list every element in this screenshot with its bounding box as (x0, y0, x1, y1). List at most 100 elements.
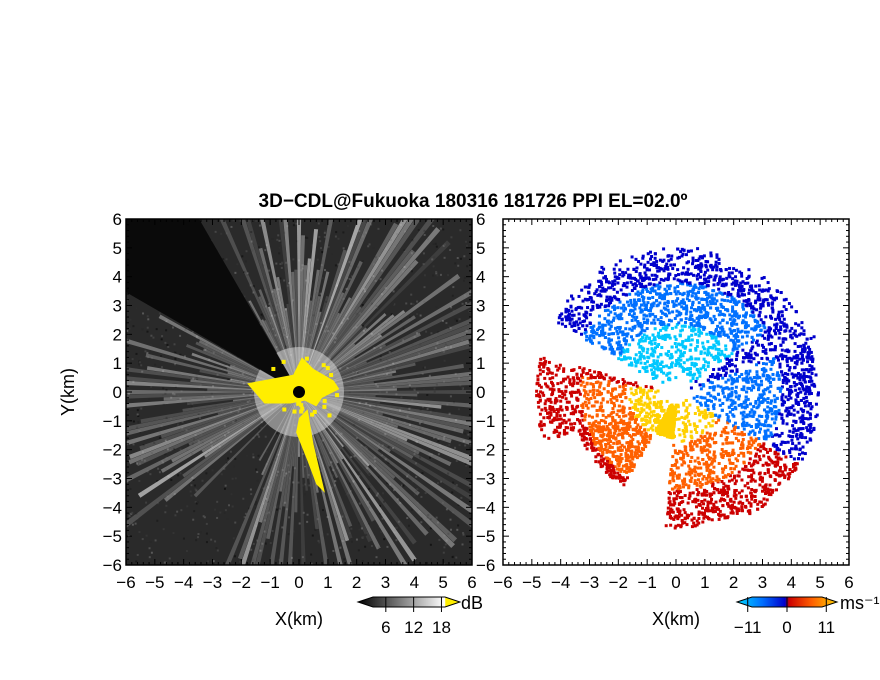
reflectivity-noise-pixel (165, 329, 168, 332)
velocity-pixel (673, 317, 677, 321)
velocity-pixel (553, 401, 557, 405)
velocity-pixel (693, 362, 697, 366)
velocity-pixel (694, 357, 698, 361)
velocity-pixel (718, 509, 722, 513)
reflectivity-beam (240, 392, 299, 565)
velocity-pixel (700, 284, 704, 288)
velocity-pixel (654, 315, 658, 319)
velocity-pixel (586, 376, 590, 380)
velocity-pixel (640, 328, 644, 332)
velocity-pixel (628, 433, 632, 437)
velocity-pixel (783, 441, 787, 445)
velocity-pixel (748, 387, 752, 391)
velocity-pixel (754, 380, 758, 384)
velocity-pixel (682, 439, 686, 443)
reflectivity-beam (299, 392, 455, 548)
reflectivity-noise-pixel (367, 500, 370, 503)
reflectivity-noise-pixel (171, 416, 174, 419)
reflectivity-noise-pixel (172, 532, 175, 535)
reflectivity-noise-pixel (136, 517, 139, 520)
velocity-pixel (733, 379, 737, 383)
reflectivity-noise-pixel (143, 459, 146, 462)
reflectivity-noise-pixel (322, 455, 325, 458)
velocity-pixel (535, 389, 539, 393)
reflectivity-beam (299, 392, 472, 461)
velocity-pixel (701, 506, 705, 510)
velocity-pixel (731, 448, 735, 452)
reflectivity-noise-pixel (211, 395, 214, 398)
reflectivity-noise-pixel (174, 514, 177, 517)
reflectivity-noise-pixel (249, 376, 252, 379)
velocity-pixel (727, 354, 731, 358)
reflectivity-noise-pixel (374, 256, 377, 259)
reflectivity-noise-pixel (419, 408, 422, 411)
reflectivity-noise-pixel (441, 501, 444, 504)
reflectivity-noise-pixel (445, 508, 448, 511)
velocity-pixel (710, 518, 714, 522)
velocity-pixel (626, 332, 630, 336)
reflectivity-noise-pixel (166, 344, 169, 347)
velocity-pixel (719, 373, 723, 377)
velocity-pixel (655, 274, 659, 278)
velocity-pixel (792, 408, 796, 412)
velocity-pixel (647, 412, 651, 416)
velocity-pixel (699, 367, 703, 371)
velocity-pixel (708, 295, 712, 299)
velocity-pixel (659, 316, 663, 320)
reflectivity-noise-pixel (412, 303, 415, 306)
reflectivity-beam (299, 328, 472, 392)
reflectivity-clutter-pixel (305, 366, 310, 371)
reflectivity-noise-pixel (345, 516, 348, 519)
reflectivity-noise-pixel (255, 468, 258, 471)
velocity-pixel (615, 341, 619, 345)
reflectivity-noise-pixel (395, 393, 398, 396)
velocity-pixel (634, 284, 638, 288)
velocity-pixel (629, 381, 633, 385)
reflectivity-noise-pixel (329, 451, 332, 454)
velocity-pixel (630, 445, 634, 449)
reflectivity-noise-pixel (422, 421, 425, 424)
reflectivity-noise-pixel (288, 470, 291, 473)
reflectivity-noise-pixel (261, 542, 264, 545)
reflectivity-noise-pixel (450, 278, 453, 281)
reflectivity-noise-pixel (165, 504, 168, 507)
velocity-pixel (713, 459, 717, 463)
reflectivity-noise-pixel (323, 235, 326, 238)
reflectivity-noise-pixel (169, 449, 172, 452)
reflectivity-noise-pixel (409, 423, 412, 426)
velocity-pixel (750, 475, 754, 479)
velocity-pixel (645, 321, 649, 325)
reflectivity-noise-pixel (191, 442, 194, 445)
reflectivity-noise-pixel (150, 334, 153, 337)
reflectivity-noise-pixel (131, 358, 134, 361)
reflectivity-x-tick-label: −1 (260, 573, 279, 592)
velocity-pixel (601, 453, 605, 457)
velocity-pixel (577, 294, 581, 298)
reflectivity-noise-pixel (376, 427, 379, 430)
reflectivity-noise-pixel (205, 472, 208, 475)
reflectivity-noise-pixel (443, 256, 446, 259)
velocity-pixel (676, 517, 680, 521)
reflectivity-noise-pixel (323, 269, 326, 272)
velocity-pixel (782, 305, 786, 309)
reflectivity-noise-pixel (461, 302, 464, 305)
reflectivity-noise-pixel (465, 385, 468, 388)
velocity-pixel (743, 415, 747, 419)
velocity-pixel (749, 356, 753, 360)
velocity-pixel (676, 285, 680, 289)
velocity-pixel (542, 356, 546, 360)
velocity-pixel (674, 362, 678, 366)
reflectivity-noise-pixel (224, 484, 227, 487)
velocity-pixel (730, 314, 734, 318)
velocity-pixel (695, 482, 699, 486)
velocity-pixel (684, 312, 688, 316)
velocity-pixel (653, 342, 657, 346)
reflectivity-noise-pixel (401, 230, 404, 233)
reflectivity-noise-pixel (216, 549, 219, 552)
reflectivity-x-tick-label: 6 (467, 573, 476, 592)
velocity-pixel (742, 385, 746, 389)
velocity-pixel (690, 471, 694, 475)
velocity-pixel (703, 416, 707, 420)
velocity-pixel (696, 406, 700, 410)
reflectivity-noise-pixel (422, 366, 425, 369)
